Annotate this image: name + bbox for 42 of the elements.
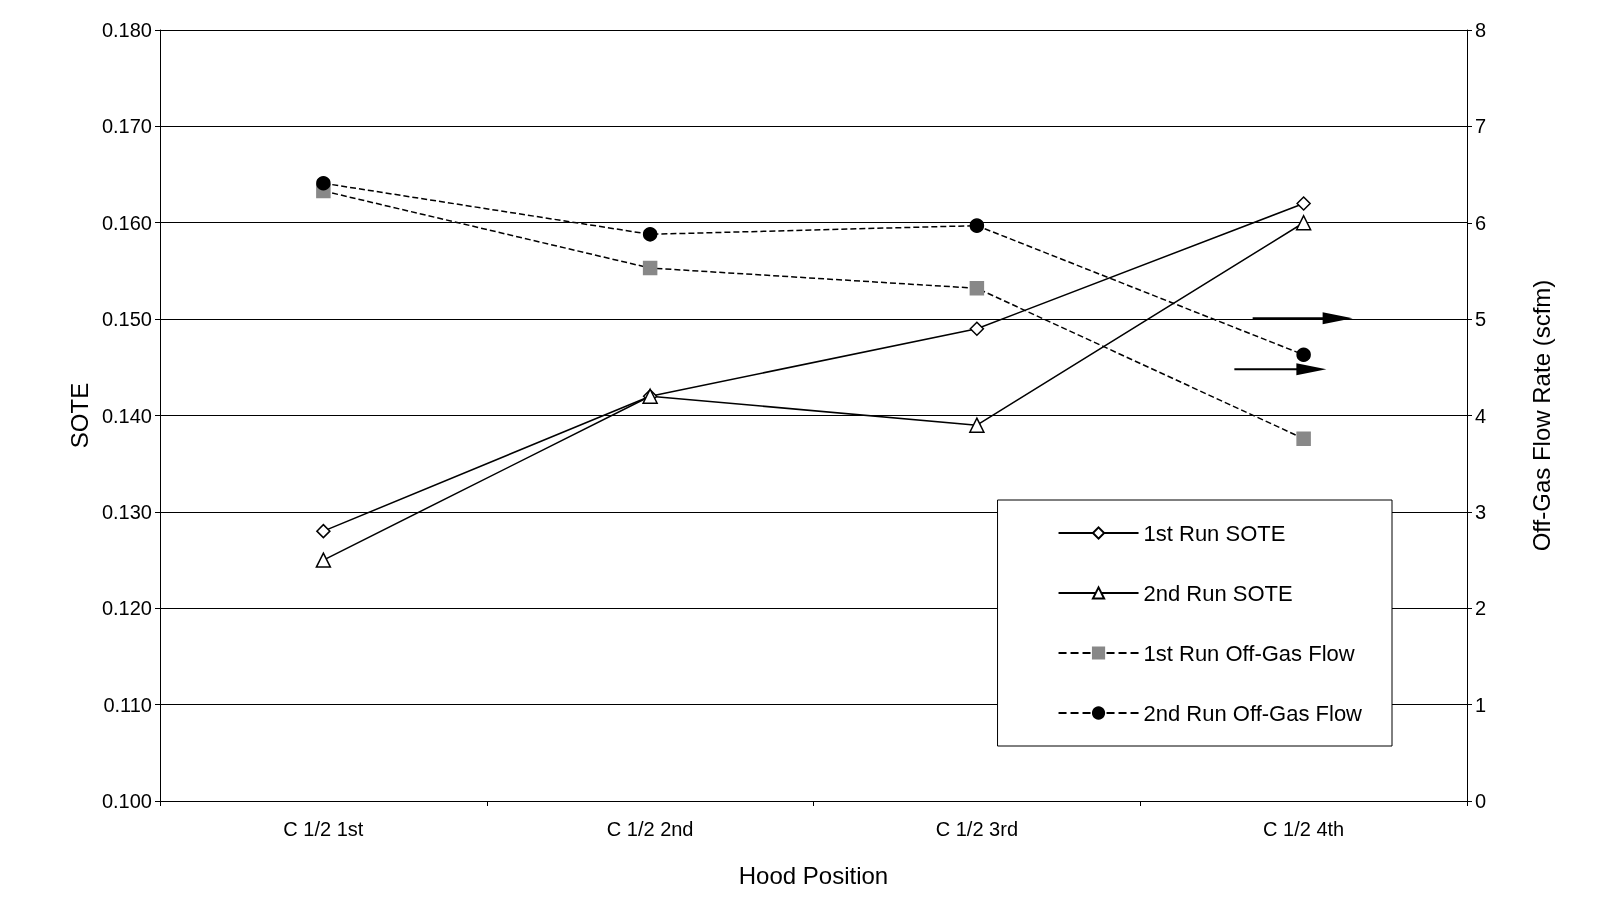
- legend-label: 2nd Run Off-Gas Flow: [1143, 700, 1363, 726]
- y-tick-label: 0.130: [101, 500, 152, 523]
- point: [1296, 196, 1311, 211]
- legend-label: 1st Run Off-Gas Flow: [1143, 640, 1355, 666]
- y-tick-label: 0.120: [101, 597, 152, 620]
- y-tick-label: 0.110: [103, 693, 152, 716]
- y-tick-label: 0.180: [101, 19, 152, 41]
- y2-axis-title: Off-Gas Flow Rate (scfm): [1527, 279, 1555, 552]
- point: [969, 281, 985, 296]
- y2-tick-label: 2: [1475, 597, 1487, 620]
- y-tick-label: 0.170: [101, 115, 152, 138]
- x-tick-label: C 1/2 1st: [283, 818, 364, 840]
- y2-tick-label: 6: [1475, 211, 1487, 234]
- point: [1296, 431, 1311, 446]
- y2-tick-label: 8: [1475, 19, 1487, 41]
- y2-tick-label: 3: [1475, 500, 1487, 523]
- point: [969, 417, 985, 433]
- x-axis-title: Hood Position: [738, 861, 889, 889]
- point: [642, 260, 658, 276]
- x-tick-label: C 1/2 4th: [1263, 818, 1345, 840]
- point: [969, 218, 985, 233]
- y-tick-label: 0.150: [101, 308, 152, 331]
- y-tick-label: 0.100: [101, 790, 152, 812]
- y2-tick-label: 5: [1475, 308, 1487, 331]
- point: [969, 321, 985, 337]
- point: [642, 227, 658, 242]
- point: [1296, 347, 1311, 363]
- point: [316, 175, 331, 191]
- y2-tick-label: 7: [1475, 115, 1487, 138]
- point: [315, 552, 332, 568]
- point: [316, 523, 331, 539]
- legend-label: 1st Run SOTE: [1143, 520, 1286, 546]
- y2-tick-label: 0: [1475, 790, 1487, 812]
- y2-tick-label: 4: [1475, 404, 1487, 427]
- x-tick-label: C 1/2 3rd: [935, 818, 1019, 840]
- x-tick-label: C 1/2 2nd: [606, 818, 694, 840]
- y-tick-label: 0.140: [101, 404, 152, 427]
- y-axis-title: SOTE: [65, 382, 93, 449]
- point: [1295, 215, 1312, 231]
- y2-tick-label: 1: [1475, 693, 1487, 716]
- legend-label: 2nd Run SOTE: [1143, 580, 1293, 606]
- y-tick-label: 0.160: [101, 211, 152, 234]
